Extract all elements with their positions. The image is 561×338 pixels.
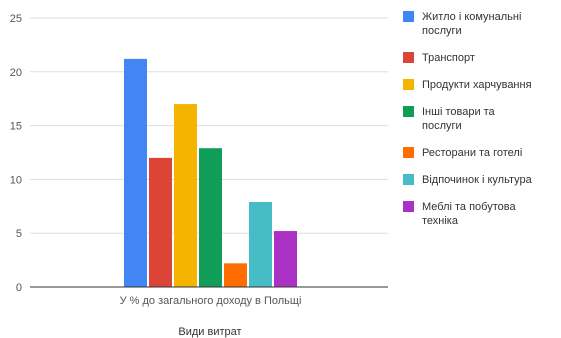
- legend-label: Транспорт: [422, 52, 475, 64]
- x-tick-label: У % до загального доходу в Польщі: [120, 295, 302, 307]
- bar: [174, 104, 197, 287]
- bar: [274, 231, 297, 287]
- bars: [124, 58, 297, 287]
- x-axis-title: Види витрат: [178, 326, 241, 338]
- bar: [224, 263, 247, 287]
- y-tick-label: 0: [16, 282, 22, 294]
- legend-label: Інші товари та послуги: [422, 106, 496, 132]
- legend-swatch: [403, 147, 414, 158]
- legend-label: Відпочинок і культура: [422, 174, 533, 186]
- bar: [149, 157, 172, 287]
- legend-swatch: [403, 11, 414, 22]
- legend-label: Житло і комунальні послуги: [422, 11, 521, 37]
- legend-swatch: [403, 174, 414, 185]
- bar: [199, 148, 222, 287]
- y-tick-label: 10: [10, 174, 22, 186]
- y-tick-label: 25: [10, 13, 22, 25]
- legend: Житло і комунальні послуги Транспорт Продук…: [403, 11, 533, 227]
- bar: [249, 201, 272, 287]
- y-tick-label: 5: [16, 228, 22, 240]
- legend-label: Продукти харчування: [422, 79, 532, 91]
- y-tick-label: 15: [10, 121, 22, 133]
- legend-swatch: [403, 201, 414, 212]
- y-axis-ticks: 0 5 10 15 20 25: [10, 13, 22, 294]
- legend-swatch: [403, 106, 414, 117]
- legend-swatch: [403, 52, 414, 63]
- bar: [124, 58, 147, 287]
- legend-label: Меблі та побутова техніка: [422, 201, 516, 227]
- gridlines: [30, 17, 388, 234]
- legend-label: Ресторани та готелі: [422, 147, 522, 159]
- legend-swatch: [403, 79, 414, 90]
- y-tick-label: 20: [10, 67, 22, 79]
